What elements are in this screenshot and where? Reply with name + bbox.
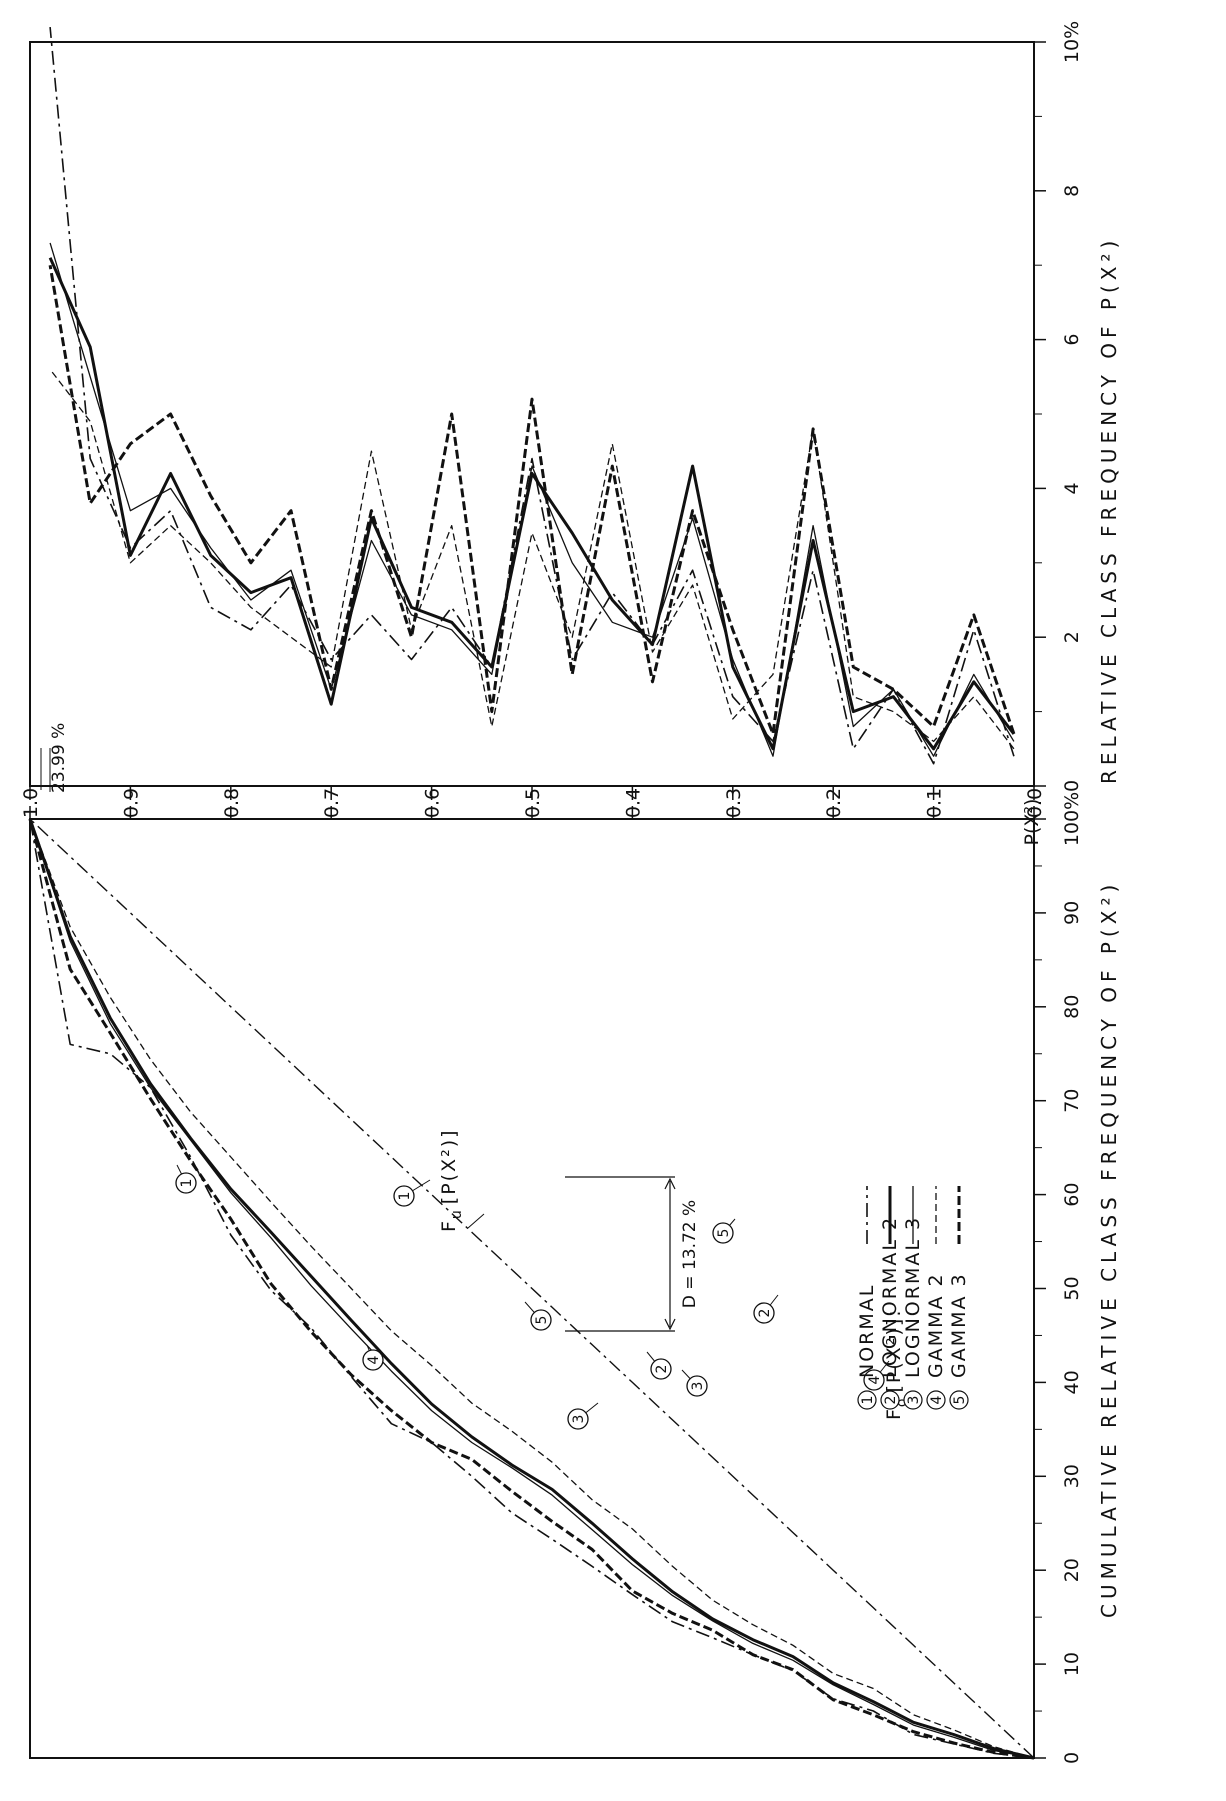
series-line-gamma-2: [49, 369, 1015, 750]
legend-title-arg: [P(X²)]:: [883, 1308, 905, 1392]
callout-4: 4: [863, 1360, 890, 1391]
legend-title-sub: o: [894, 1396, 910, 1407]
legend-label: LOGNORMAL 2: [879, 1216, 901, 1378]
callout-1: 1: [393, 1179, 431, 1207]
left-x-tick-label: 0: [1061, 780, 1083, 792]
legend-title: Fo [P(X²)]:: [883, 1308, 910, 1420]
left-x-tick-label: 4: [1061, 482, 1083, 494]
svg-text:5: 5: [534, 1316, 550, 1325]
y-tick-label: 1.0: [20, 788, 42, 818]
right-x-axis-title: CUMULATIVE RELATIVE CLASS FREQUENCY OF P…: [1097, 880, 1121, 1618]
series-line-gamma-3: [48, 264, 1016, 736]
legend-item-gamma-2: 4 GAMMA 2: [925, 1186, 947, 1410]
series-line-lognormal-3: [29, 818, 1035, 1759]
series-line-lognormal-3: [49, 242, 1015, 757]
legend-label: GAMMA 3: [948, 1272, 970, 1378]
svg-text:1: 1: [179, 1179, 195, 1188]
svg-text:Fu[P(X²)]: Fu [P(X²)]: [438, 1128, 465, 1232]
y-tick-label: 0.4: [622, 788, 644, 818]
svg-text:4: 4: [366, 1355, 382, 1364]
callout-3: 3: [567, 1402, 599, 1430]
callout-3: 3: [681, 1369, 708, 1397]
uniform-cdf-leader: [467, 1213, 485, 1229]
callout-2: 2: [753, 1294, 779, 1324]
uniform-label-sub: u: [449, 1208, 465, 1219]
y-axis-title: P(X²): [1021, 799, 1043, 846]
series-line-normal: [49, 27, 1015, 765]
uniform-label-f: F: [438, 1219, 460, 1232]
legend-label: GAMMA 2: [925, 1272, 947, 1378]
right-x-tick-label: 40: [1061, 1370, 1083, 1394]
right-x-tick-label: 0: [1061, 1752, 1083, 1764]
series-line-f-u: [29, 818, 1035, 1759]
y-tick-label: 0.0: [1024, 788, 1046, 818]
svg-text:5: 5: [716, 1229, 732, 1238]
callout-5: 5: [712, 1218, 736, 1244]
left-chart-panel: 0.0 0.1 0.2 0.3 0.4 0.5 0.6 0.7 0.8 0.9 1.0 0 2 4 6 8 10…: [20, 21, 1121, 1430]
right-x-tick-label: 80: [1061, 995, 1083, 1019]
ks-d-label: D = 13.72 %: [680, 1200, 700, 1308]
svg-text:2: 2: [883, 1396, 899, 1405]
callout-4: 4: [362, 1344, 384, 1371]
legend: Fo [P(X²)]: 1 NORMAL 2 LOGNORMAL 2 3 LOGNORMAL…: [856, 1186, 970, 1420]
left-plot-frame: [29, 41, 1035, 787]
svg-text:1: 1: [397, 1192, 413, 1201]
y-tick-label: 0.2: [823, 788, 845, 818]
y-tick-label: 0.1: [924, 788, 946, 818]
legend-title-f: F: [883, 1407, 905, 1420]
right-x-tick-label: 60: [1061, 1183, 1083, 1207]
ks-d-marker: [565, 1176, 676, 1332]
series-line-lognormal-2: [28, 818, 1035, 1760]
svg-text:2: 2: [654, 1365, 670, 1374]
svg-text:3: 3: [906, 1396, 922, 1405]
svg-text:4: 4: [867, 1375, 883, 1384]
callout-1: 1: [175, 1164, 197, 1194]
max-frequency-label: 23.99 %: [49, 723, 69, 793]
legend-item-gamma-3: 5 GAMMA 3: [948, 1186, 970, 1410]
right-x-tick-label: 20: [1061, 1558, 1083, 1582]
y-tick-label: 0.5: [522, 788, 544, 818]
callout-5: 5: [524, 1301, 552, 1331]
right-x-tick-label: 100%: [1061, 792, 1083, 846]
right-x-tick-label: 50: [1061, 1276, 1083, 1300]
y-tick-label: 0.9: [120, 788, 142, 818]
callout-2: 2: [646, 1351, 672, 1380]
legend-item-normal: 1 NORMAL: [856, 1186, 878, 1410]
legend-item-lognormal-2: 2 LOGNORMAL 2: [879, 1186, 901, 1410]
svg-text:3: 3: [690, 1382, 706, 1391]
series-line-lognormal-2: [48, 257, 1016, 751]
legend-item-lognormal-3: 3 LOGNORMAL 3: [902, 1186, 924, 1410]
svg-text:3: 3: [571, 1415, 587, 1424]
series-line-gamma-2: [29, 818, 1035, 1759]
left-x-tick-label: 8: [1061, 185, 1083, 197]
left-x-tick-label: 2: [1061, 631, 1083, 643]
y-tick-label: 0.6: [422, 788, 444, 818]
y-tick-label: 0.7: [321, 788, 343, 818]
left-x-tick-label: 6: [1061, 334, 1083, 346]
svg-text:2: 2: [757, 1309, 773, 1318]
left-x-axis-title: RELATIVE CLASS FREQUENCY OF P(X²): [1097, 236, 1121, 784]
legend-label: LOGNORMAL 3: [902, 1216, 924, 1378]
right-x-tick-label: 30: [1061, 1464, 1083, 1488]
right-x-tick-label: 10: [1061, 1652, 1083, 1676]
left-x-tick-label: 10%: [1061, 21, 1083, 63]
svg-text:5: 5: [952, 1396, 968, 1405]
svg-text:Fo[P(X²)]:: Fo [P(X²)]:: [883, 1308, 910, 1420]
svg-text:1: 1: [860, 1396, 876, 1405]
legend-label: NORMAL: [856, 1284, 878, 1378]
svg-text:4: 4: [929, 1395, 945, 1404]
y-tick-label: 0.3: [723, 788, 745, 818]
y-tick-label: 0.8: [221, 788, 243, 818]
right-x-tick-label: 70: [1061, 1089, 1083, 1113]
right-x-tick-label: 90: [1061, 901, 1083, 925]
series-line-gamma-3: [28, 818, 1035, 1760]
uniform-cdf-label: Fu [P(X²)]: [438, 1128, 465, 1232]
uniform-label-arg: [P(X²)]: [438, 1128, 460, 1204]
